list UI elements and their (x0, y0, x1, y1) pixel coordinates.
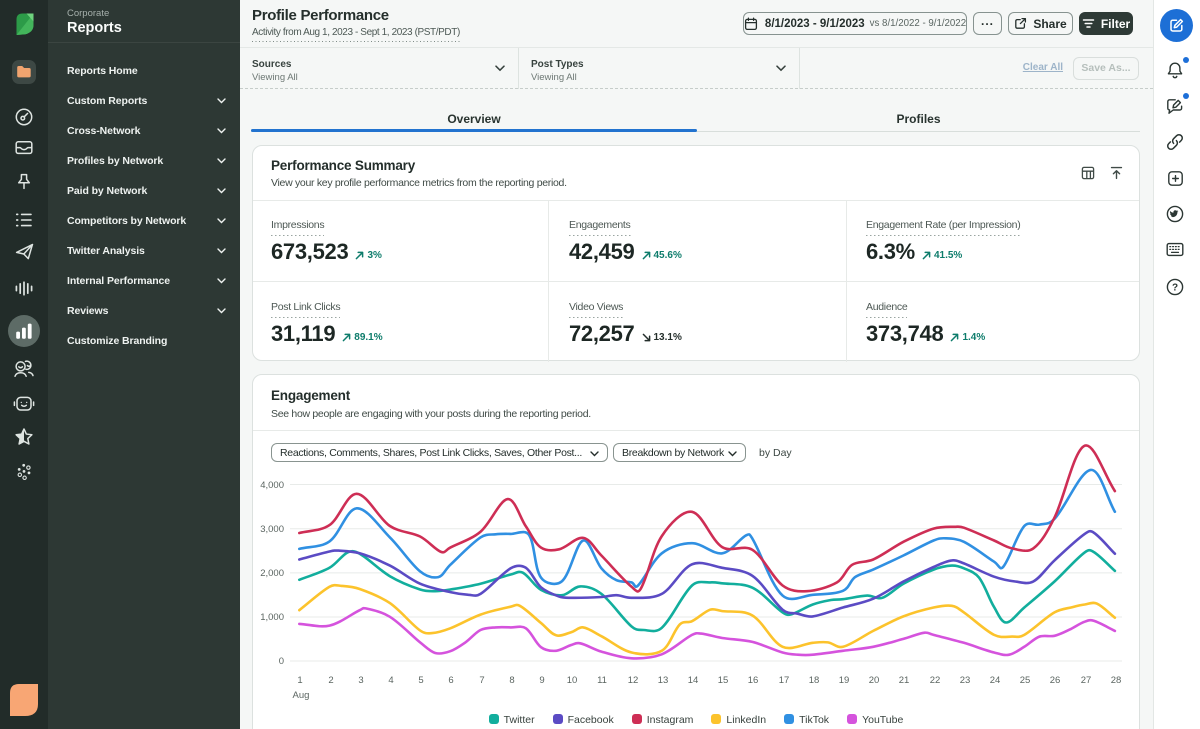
svg-text:?: ? (1172, 282, 1178, 293)
